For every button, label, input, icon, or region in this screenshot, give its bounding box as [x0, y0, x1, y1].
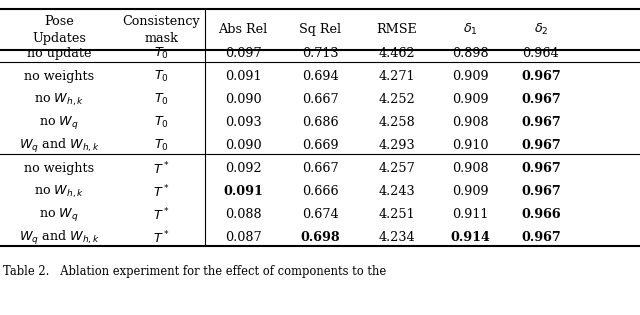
- Text: no $W_{h,k}$: no $W_{h,k}$: [34, 184, 84, 200]
- Text: 0.911: 0.911: [452, 208, 488, 221]
- Text: 0.967: 0.967: [521, 70, 561, 83]
- Text: 0.908: 0.908: [452, 116, 489, 129]
- Text: $W_q$ and $W_{h,k}$: $W_q$ and $W_{h,k}$: [19, 229, 100, 247]
- Text: 0.967: 0.967: [521, 162, 561, 175]
- Text: 0.898: 0.898: [452, 47, 489, 60]
- Text: 0.091: 0.091: [225, 70, 262, 83]
- Text: 0.694: 0.694: [301, 70, 339, 83]
- Text: Table 2.   Ablation experiment for the effect of components to the: Table 2. Ablation experiment for the eff…: [3, 265, 387, 278]
- Text: 0.090: 0.090: [225, 139, 262, 152]
- Text: 0.667: 0.667: [301, 162, 339, 175]
- Text: 0.966: 0.966: [521, 208, 561, 221]
- Text: mask: mask: [145, 32, 179, 45]
- Text: 0.674: 0.674: [301, 208, 339, 221]
- Text: Sq Rel: Sq Rel: [299, 23, 341, 37]
- Text: 0.087: 0.087: [225, 231, 262, 244]
- Text: no $W_{h,k}$: no $W_{h,k}$: [34, 92, 84, 108]
- Text: 0.909: 0.909: [452, 185, 489, 198]
- Text: 0.667: 0.667: [301, 93, 339, 106]
- Text: 0.097: 0.097: [225, 47, 262, 60]
- Text: $T_0$: $T_0$: [154, 115, 169, 130]
- Text: $T_0$: $T_0$: [154, 138, 169, 153]
- Text: 0.967: 0.967: [521, 139, 561, 152]
- Text: no update: no update: [27, 47, 92, 60]
- Text: Pose: Pose: [44, 14, 74, 28]
- Text: 4.293: 4.293: [378, 139, 415, 152]
- Text: no $W_q$: no $W_q$: [39, 206, 79, 223]
- Text: 0.967: 0.967: [521, 116, 561, 129]
- Text: $T^*$: $T^*$: [154, 207, 170, 223]
- Text: $T^*$: $T^*$: [154, 184, 170, 200]
- Text: 0.088: 0.088: [225, 208, 262, 221]
- Text: 0.910: 0.910: [452, 139, 489, 152]
- Text: $T^*$: $T^*$: [154, 161, 170, 177]
- Text: 0.713: 0.713: [301, 47, 339, 60]
- Text: 0.090: 0.090: [225, 93, 262, 106]
- Text: 4.271: 4.271: [378, 70, 415, 83]
- Text: 0.967: 0.967: [521, 185, 561, 198]
- Text: Consistency: Consistency: [123, 14, 200, 28]
- Text: 4.462: 4.462: [378, 47, 415, 60]
- Text: 4.251: 4.251: [378, 208, 415, 221]
- Text: 0.698: 0.698: [300, 231, 340, 244]
- Text: 0.967: 0.967: [521, 93, 561, 106]
- Text: Abs Rel: Abs Rel: [219, 23, 268, 37]
- Text: 0.686: 0.686: [301, 116, 339, 129]
- Text: 4.258: 4.258: [378, 116, 415, 129]
- Text: no $W_q$: no $W_q$: [39, 114, 79, 131]
- Text: $T_0$: $T_0$: [154, 46, 169, 61]
- Text: $T_0$: $T_0$: [154, 69, 169, 84]
- Text: 4.243: 4.243: [378, 185, 415, 198]
- Text: 0.967: 0.967: [521, 231, 561, 244]
- Text: no weights: no weights: [24, 162, 94, 175]
- Text: 0.093: 0.093: [225, 116, 262, 129]
- Text: 0.909: 0.909: [452, 93, 489, 106]
- Text: 0.908: 0.908: [452, 162, 489, 175]
- Text: 0.909: 0.909: [452, 70, 489, 83]
- Text: 4.234: 4.234: [378, 231, 415, 244]
- Text: $T_0$: $T_0$: [154, 92, 169, 107]
- Text: RMSE: RMSE: [376, 23, 417, 37]
- Text: 0.914: 0.914: [451, 231, 490, 244]
- Text: $\delta_1$: $\delta_1$: [463, 22, 478, 37]
- Text: Updates: Updates: [32, 32, 86, 45]
- Text: 0.669: 0.669: [301, 139, 339, 152]
- Text: 0.092: 0.092: [225, 162, 262, 175]
- Text: $\delta_2$: $\delta_2$: [534, 22, 548, 37]
- Text: 0.964: 0.964: [522, 47, 559, 60]
- Text: 4.257: 4.257: [378, 162, 415, 175]
- Text: $T^*$: $T^*$: [154, 230, 170, 246]
- Text: 4.252: 4.252: [378, 93, 415, 106]
- Text: $W_q$ and $W_{h,k}$: $W_q$ and $W_{h,k}$: [19, 137, 100, 155]
- Text: no weights: no weights: [24, 70, 94, 83]
- Text: 0.666: 0.666: [301, 185, 339, 198]
- Text: 0.091: 0.091: [223, 185, 263, 198]
